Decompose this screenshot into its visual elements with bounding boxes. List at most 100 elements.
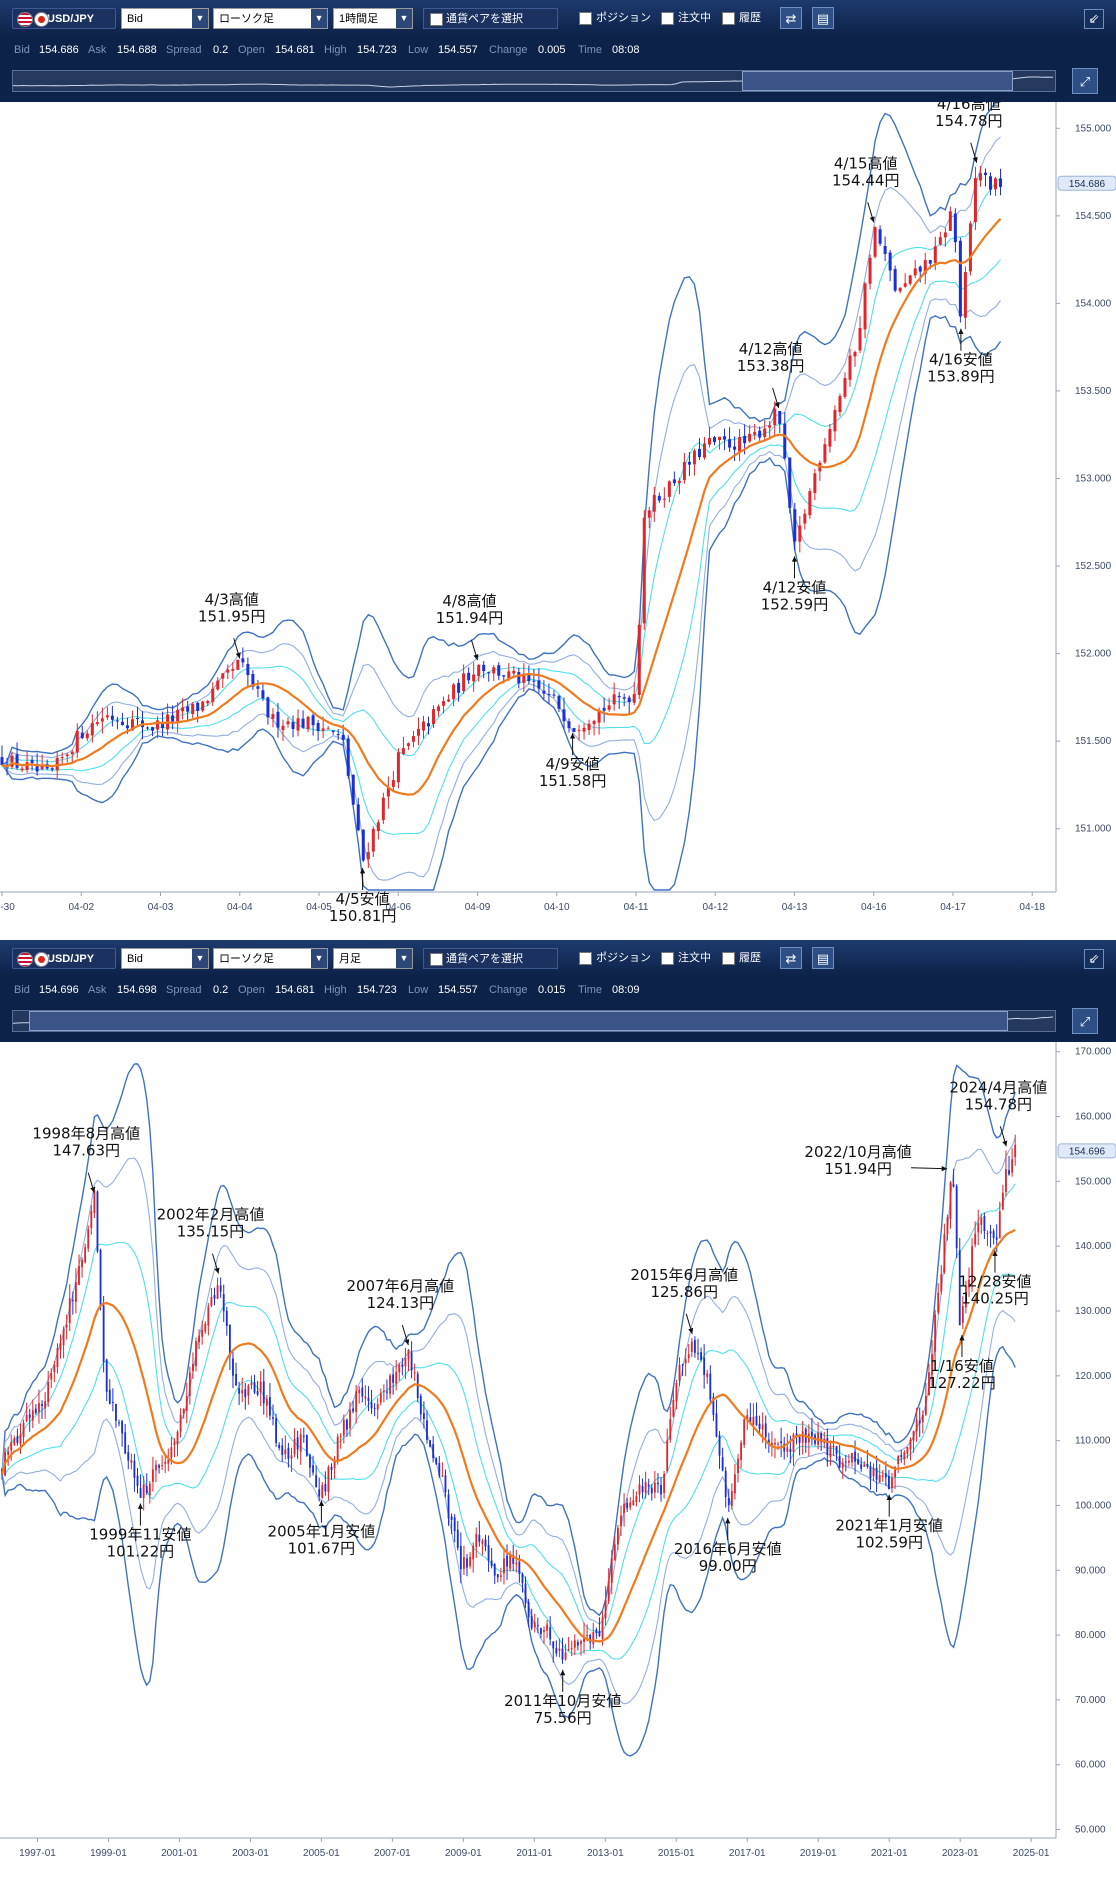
candle-body (955, 1185, 958, 1249)
candle-body (549, 1626, 552, 1640)
candle-body (921, 1414, 924, 1423)
annotation-value: 125.86円 (650, 1283, 718, 1301)
toolbar: USD/JPY Bid ▼ ローソク足 ▼ 月足 ▼ 通貨ペアを選択 ポジション… (0, 940, 1116, 977)
time-tick-label: 2019-01 (800, 1848, 837, 1859)
window-icon[interactable]: ▤ (812, 7, 834, 29)
navigator-thumb[interactable] (742, 71, 1014, 91)
candle-body (65, 754, 69, 756)
candle-body (632, 694, 636, 703)
candle-body (587, 723, 591, 731)
annotation-label: 2002年2月高値 (157, 1206, 265, 1224)
candle-body (638, 1484, 641, 1495)
history-checkbox[interactable] (722, 952, 735, 965)
candle-body (176, 709, 180, 722)
symbol-selector[interactable]: USD/JPY (12, 8, 116, 29)
candle-body (677, 480, 681, 484)
chart-settings-icon[interactable]: ⇄ (780, 7, 802, 29)
candle-body (602, 707, 606, 711)
arrowhead (137, 1503, 144, 1509)
navigator-thumb[interactable] (28, 1011, 1009, 1031)
high-label: High (324, 984, 347, 996)
minimize-icon[interactable]: ⇙ (1084, 949, 1104, 969)
candle-body (851, 1452, 853, 1463)
candle-body (512, 670, 516, 674)
minimize-icon[interactable]: ⇙ (1084, 9, 1104, 29)
candle-body (763, 428, 767, 437)
chart-type-select[interactable]: ローソク足 ▼ (213, 8, 328, 29)
candle-body (244, 1389, 247, 1398)
chart-type-select[interactable]: ローソク足 ▼ (213, 948, 328, 969)
candle-body (287, 1447, 290, 1459)
orders-checkbox[interactable] (661, 12, 674, 25)
time-tick-label: 2023-01 (942, 1848, 979, 1859)
candle-body (653, 1482, 656, 1493)
candle-body (251, 673, 255, 687)
candle-body (413, 1372, 416, 1374)
candle-body (41, 1404, 43, 1407)
time-tick-label: 2017-01 (729, 1848, 766, 1859)
position-checkbox[interactable] (579, 952, 592, 965)
candle-body (148, 1483, 151, 1496)
candle-body (62, 1329, 65, 1346)
annotation-label: 1999年11安値 (89, 1526, 191, 1544)
price-type-select[interactable]: Bid ▼ (121, 948, 209, 969)
candle-body (752, 1416, 755, 1425)
annotation-label: 4/9安値 (546, 755, 600, 773)
candle-body (524, 1583, 527, 1604)
candle-body (738, 436, 742, 452)
candle-body (1001, 1192, 1004, 1210)
time-tick-label: 04-09 (465, 902, 491, 913)
candle-body (271, 714, 275, 719)
chart-settings-icon[interactable]: ⇄ (780, 947, 802, 969)
candle-body (115, 720, 119, 722)
annotation-label: 4/16高値 (937, 102, 1001, 113)
navigator-expand-icon[interactable]: ⤢ (1072, 1008, 1098, 1034)
arrowhead (359, 867, 366, 874)
symbol-selector[interactable]: USD/JPY (12, 948, 116, 969)
candle-body (477, 664, 481, 677)
window-icon[interactable]: ▤ (812, 947, 834, 969)
candle-body (601, 1617, 604, 1639)
candle-body (961, 1306, 964, 1323)
checkbox-icon (430, 13, 443, 26)
position-checkbox[interactable] (579, 12, 592, 25)
candle-body (647, 1484, 650, 1487)
candle-body (542, 690, 546, 694)
candle-body (493, 1564, 496, 1576)
candle-body (241, 1390, 244, 1394)
candle-body (958, 240, 962, 317)
price-type-select[interactable]: Bid ▼ (121, 8, 209, 29)
timeframe-select[interactable]: 1時間足 ▼ (333, 8, 413, 29)
candle-body (743, 1419, 746, 1445)
candle-body (398, 1364, 401, 1373)
candle-body (988, 176, 992, 190)
candle-body (502, 675, 506, 677)
navigator-scrollbar[interactable] (12, 70, 1056, 92)
orders-checkbox[interactable] (661, 952, 674, 965)
navigator-expand-icon[interactable]: ⤢ (1072, 68, 1098, 94)
candle-body (401, 748, 405, 754)
candle-body (833, 409, 837, 432)
select-pair-button[interactable]: 通貨ペアを選択 (423, 948, 558, 969)
candle-body (376, 1404, 379, 1410)
candle-body (341, 734, 345, 741)
select-pair-button[interactable]: 通貨ペアを選択 (423, 8, 558, 29)
candle-body (1008, 1170, 1010, 1175)
plot-background (0, 102, 1116, 940)
candle-body (989, 1231, 992, 1234)
timeframe-select[interactable]: 月足 ▼ (333, 948, 413, 969)
history-checkbox[interactable] (722, 12, 735, 25)
candle-body (931, 1354, 933, 1375)
candle-body (748, 433, 752, 442)
arrowhead (959, 1335, 965, 1341)
candle-body (626, 1502, 629, 1509)
current-price-label: 154.686 (1069, 179, 1106, 190)
candle-body (652, 494, 656, 512)
navigator-scrollbar[interactable] (12, 1010, 1056, 1032)
candle-body (881, 1475, 884, 1477)
arrowhead (90, 1186, 96, 1193)
candle-body (918, 266, 922, 272)
candle-body (622, 697, 626, 699)
candle-body (878, 229, 882, 244)
